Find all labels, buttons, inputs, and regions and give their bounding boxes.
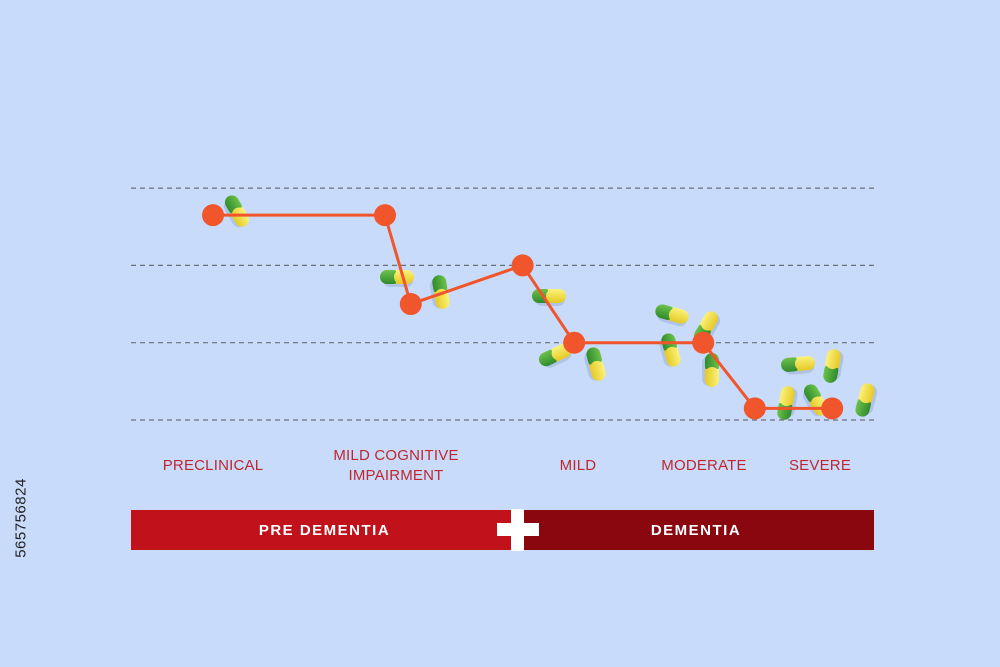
data-point (692, 331, 715, 354)
stage-label: MODERATE (614, 456, 794, 476)
pill-capsule-icon (380, 270, 414, 287)
data-points (202, 204, 844, 420)
data-point (743, 397, 766, 420)
stage-label-line: MODERATE (661, 457, 747, 474)
gridlines (131, 187, 874, 421)
pill-capsule-icon (223, 195, 249, 228)
series-line-path (213, 213, 833, 410)
data-point (511, 254, 534, 277)
stage-label-line: SEVERE (788, 457, 852, 474)
stage-label: PRECLINICAL (123, 456, 303, 476)
plus-icon (497, 509, 539, 551)
pill-capsule-icon (655, 304, 689, 327)
phase-label: PRE DEMENTIA (258, 521, 391, 539)
pill-capsule-icon (855, 383, 878, 417)
phase-bar-dementia: DEMENTIA (518, 510, 874, 550)
stage-label-line: IMPAIRMENT (348, 467, 444, 484)
data-point (821, 397, 844, 420)
stage-label-line: MILD COGNITIVE (333, 447, 459, 464)
stage-label: MILD (488, 456, 668, 476)
pill-capsule-icon (702, 353, 719, 387)
data-point (399, 293, 422, 316)
phase-label: DEMENTIA (650, 521, 742, 539)
stage-label-line: PRECLINICAL (162, 457, 264, 474)
stock-id: 565756824 (6, 425, 36, 610)
data-point (374, 204, 396, 227)
pill-decorations (223, 195, 878, 420)
stage-label: SEVERE (730, 456, 910, 476)
stage-label: MILD COGNITIVE IMPAIRMENT (306, 446, 486, 486)
phase-bar-pre-dementia: PRE DEMENTIA (131, 510, 518, 550)
series-line (213, 213, 833, 410)
stage-label-line: MILD (559, 457, 597, 474)
pill-capsule-icon (823, 349, 844, 383)
pill-capsule-icon (584, 347, 606, 381)
pill-capsule-icon (777, 386, 798, 420)
pill-capsule-icon (659, 333, 681, 367)
data-point (202, 204, 224, 227)
data-point (563, 331, 586, 354)
stock-id-text: 565756824 (12, 477, 30, 558)
pill-capsule-icon (781, 356, 815, 375)
